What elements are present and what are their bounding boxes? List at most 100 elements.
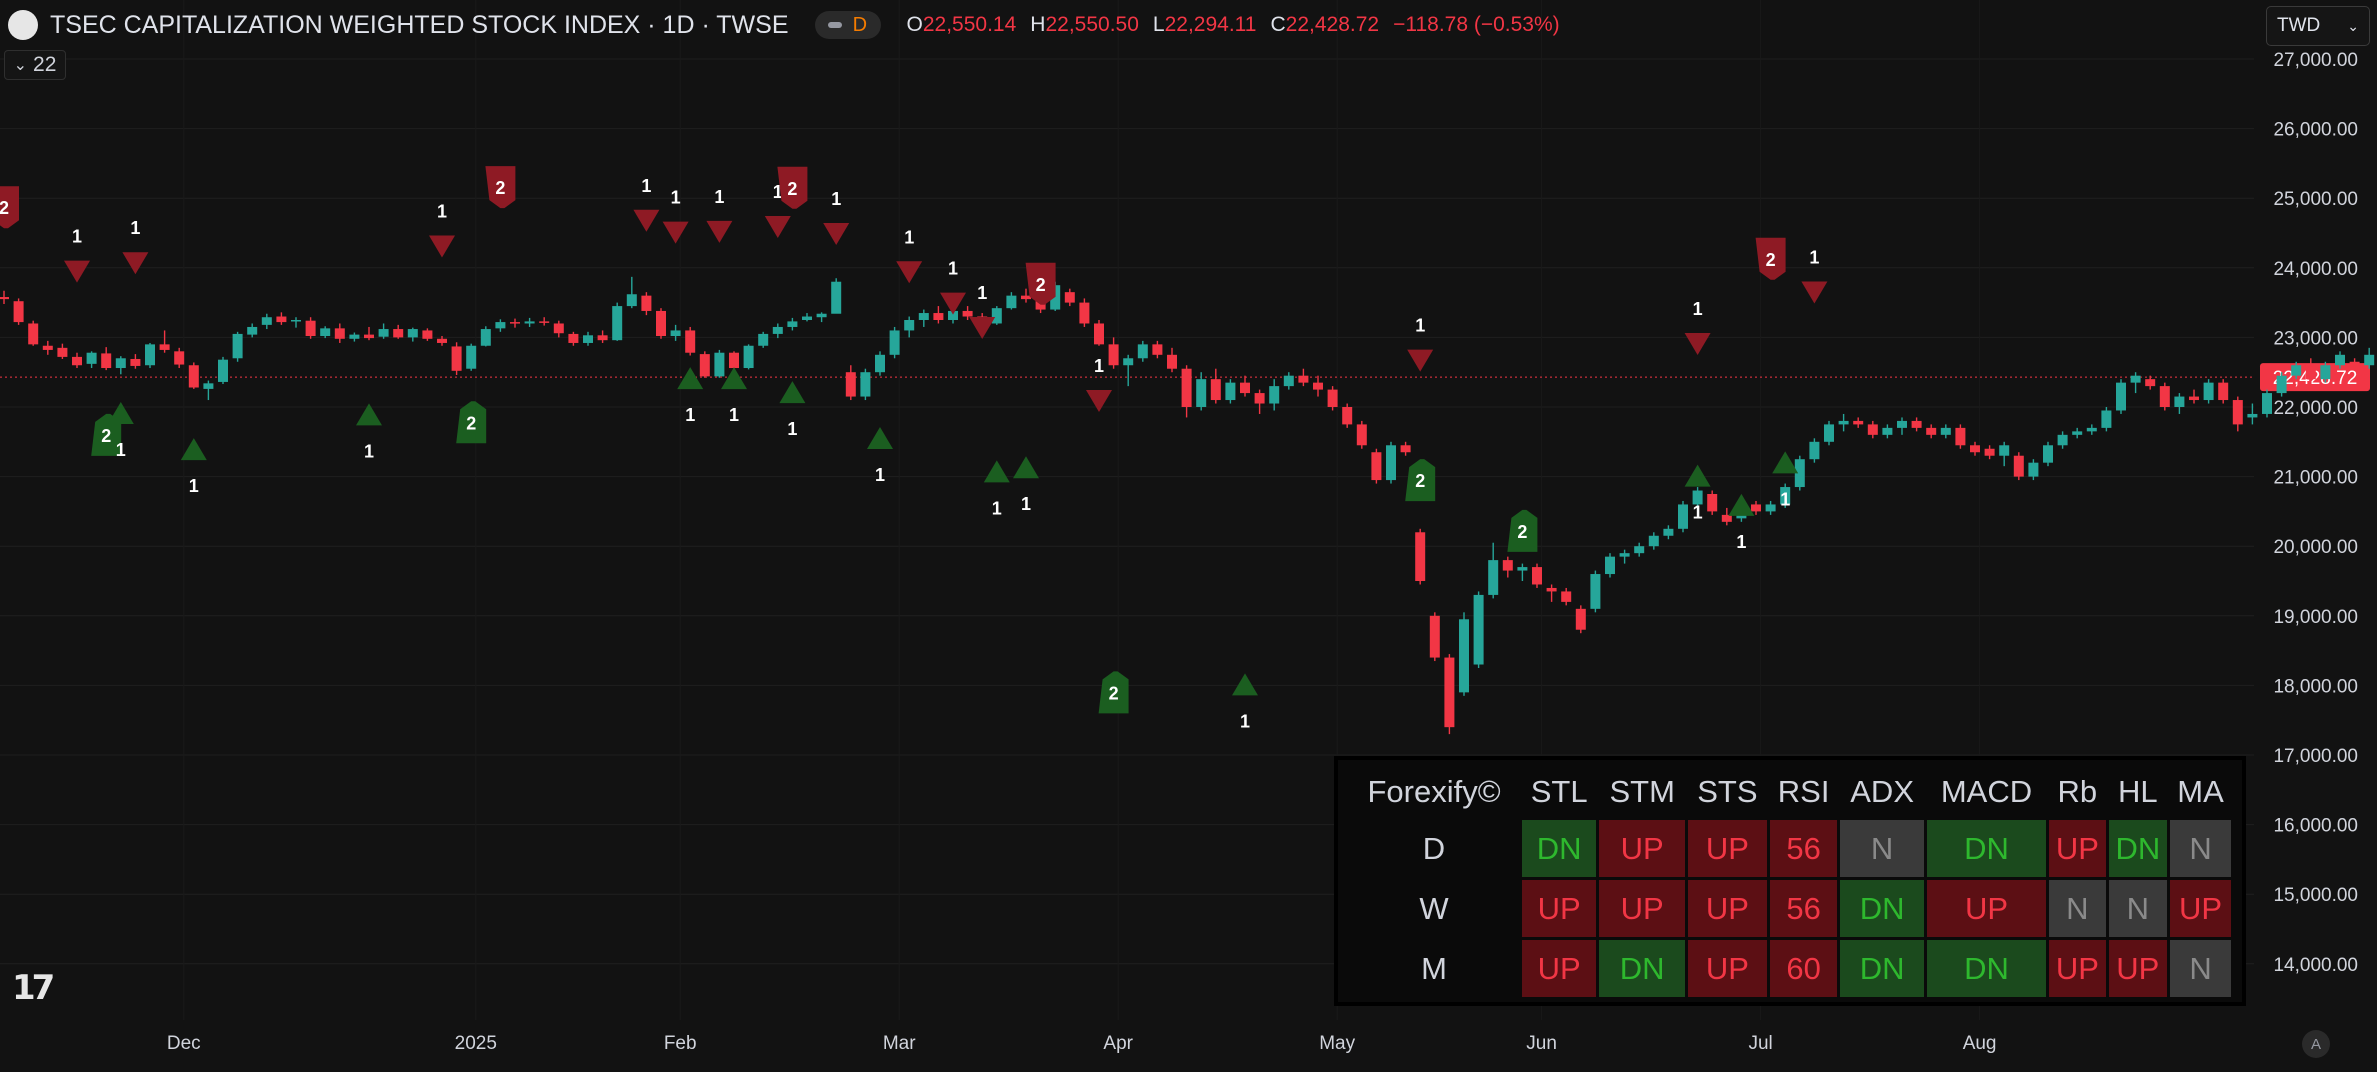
candle-body (918, 313, 929, 320)
candle-body (320, 328, 331, 337)
market-status-badge[interactable]: D (814, 11, 881, 39)
sell-arrow-icon (706, 220, 733, 243)
auto-scale-button[interactable]: A (2302, 1030, 2330, 1058)
sell-arrow-icon (1086, 390, 1112, 413)
sell-arrow-icon (1684, 332, 1711, 355)
col-header: STM (1609, 774, 1675, 809)
candle-body (86, 352, 97, 364)
col-header: STL (1530, 774, 1588, 809)
candle-body (816, 313, 827, 318)
signal-cell: UP (1522, 940, 1597, 997)
col-header: STS (1697, 774, 1758, 809)
candle-body (1867, 424, 1878, 435)
candle-body (1225, 382, 1236, 401)
y-tick-label: 15,000.00 (2273, 885, 2358, 906)
candle-body (72, 356, 82, 366)
candle-body (889, 330, 900, 355)
candle-body (2174, 396, 2185, 407)
candle-body (962, 310, 973, 317)
candle-body (1692, 490, 1703, 505)
candle-body (203, 383, 214, 389)
candle-body (1400, 445, 1411, 453)
buy-arrow-icon (180, 438, 207, 461)
indicator-count: 22 (33, 53, 57, 76)
candle-body (130, 358, 141, 366)
indicators-toggle-button[interactable]: ⌄ 22 (4, 50, 66, 80)
signal-cell: DN (1926, 940, 2047, 997)
signal-label: 1 (1736, 532, 1746, 552)
signal-label: 1 (1415, 316, 1425, 336)
candle-body (699, 354, 710, 377)
col-header: ADX (1850, 774, 1914, 809)
buy-arrow-icon (1232, 673, 1258, 696)
candle-body (364, 334, 374, 339)
candle-body (612, 306, 623, 341)
candle-body (159, 344, 170, 350)
y-tick-label: 23,000.00 (2273, 328, 2358, 349)
signal-label: 1 (685, 405, 695, 425)
signal-label: 1 (904, 227, 914, 247)
sell-arrow-icon (764, 216, 791, 239)
signal-label: 2 (1766, 250, 1776, 270)
signal-cell: DN (1599, 940, 1685, 997)
candle-body (1926, 427, 1937, 435)
candle-body (2247, 413, 2258, 418)
candle-body (802, 316, 812, 320)
status-pill-icon (827, 22, 842, 28)
signal-cell: N (2170, 820, 2231, 877)
ohlc-high: H22,550.50 (1030, 13, 1139, 36)
signal-cell: DN (1840, 940, 1924, 997)
candle-body (349, 334, 360, 339)
candle-body (437, 338, 447, 343)
candle-body (1283, 375, 1294, 387)
col-header: RSI (1777, 774, 1830, 809)
sell-arrow-icon (64, 260, 90, 283)
y-tick-label: 14,000.00 (2273, 955, 2358, 976)
candle-body (218, 359, 228, 382)
candle-body (1809, 441, 1820, 460)
signal-cell: N (2108, 880, 2168, 937)
dashboard-row: M UP DN UP 60 DN DN UP UP N (1349, 940, 2231, 997)
tradingview-logo[interactable]: 17 (12, 968, 55, 1008)
candle-body (188, 365, 199, 388)
x-tick-label: Aug (1963, 1033, 1997, 1054)
currency-select[interactable]: TWD ⌄ (2266, 6, 2370, 46)
buy-arrow-icon (677, 367, 704, 390)
candle-body (597, 335, 608, 341)
signal-cell: UP (2049, 940, 2106, 997)
candle-body (1444, 657, 1455, 728)
candle-body (1605, 556, 1615, 575)
dashboard-table: Forexify© STL STM STS RSI ADX MACD Rb HL… (1346, 764, 2234, 1000)
candle-body (845, 372, 856, 397)
signal-cell: UP (1687, 820, 1767, 877)
buy-arrow-icon (1684, 464, 1711, 487)
candle-body (524, 321, 535, 324)
candle-body (1970, 445, 1980, 453)
candle-body (1648, 535, 1659, 547)
signal-label: 1 (992, 498, 1002, 518)
candle-body (1955, 427, 1966, 446)
signal-label: 2 (1517, 522, 1527, 542)
candle-body (758, 333, 769, 346)
candle-body (1021, 295, 1031, 300)
candle-body (1663, 528, 1674, 536)
ohlc-legend: O22,550.14 H22,550.50 L22,294.11 C22,428… (907, 13, 1560, 37)
sell-badge (0, 186, 19, 229)
candle-body (2320, 365, 2331, 380)
y-tick-label: 27,000.00 (2273, 50, 2358, 71)
candle-body (1108, 344, 1119, 366)
candle-body (1064, 292, 1075, 303)
col-header: HL (2118, 774, 2158, 809)
candle-body (831, 281, 842, 314)
signal-label: 1 (364, 441, 374, 461)
y-tick-label: 19,000.00 (2273, 607, 2358, 628)
signal-cell: UP (1687, 880, 1767, 937)
candle-body (2057, 434, 2068, 446)
signal-label: 1 (729, 405, 739, 425)
candle-body (1386, 445, 1396, 481)
ohlc-open: O22,550.14 (906, 13, 1017, 36)
symbol-title[interactable]: TSEC CAPITALIZATION WEIGHTED STOCK INDEX… (50, 10, 789, 39)
signal-label: 2 (101, 426, 111, 446)
candle-body (378, 329, 389, 337)
